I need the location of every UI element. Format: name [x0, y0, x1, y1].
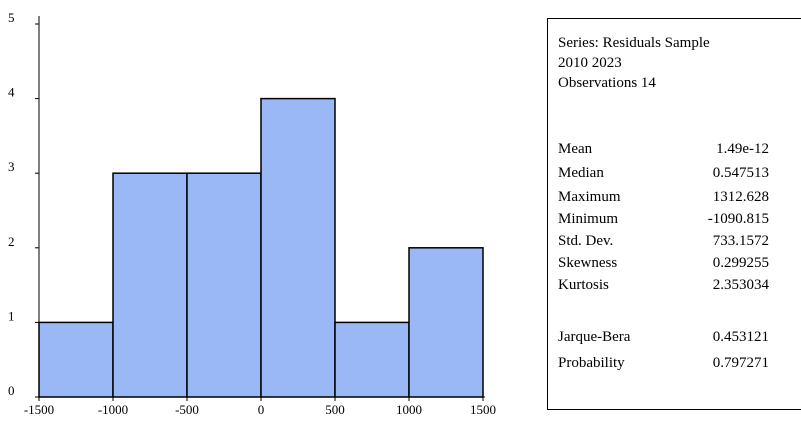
histogram-bar	[186, 172, 262, 398]
stat-value: 0.797271	[712, 355, 769, 371]
y-tick-label: 1	[8, 308, 15, 323]
stat-label: Median	[558, 165, 604, 181]
stat-value: 1312.628	[712, 189, 769, 205]
x-tick-label: 1000	[396, 402, 422, 417]
stat-value: 0.547513	[712, 165, 769, 181]
stat-label: Mean	[558, 141, 593, 157]
y-tick-label: 4	[8, 85, 15, 100]
stat-label: Maximum	[558, 189, 621, 205]
histogram-bar	[38, 321, 114, 398]
y-tick-label: 2	[8, 234, 15, 249]
histogram-bar	[408, 247, 484, 398]
x-tick-label: 500	[325, 402, 345, 417]
stat-value: 733.1572	[712, 233, 769, 249]
y-tick-label: 3	[8, 159, 15, 174]
x-tick-label: 0	[258, 402, 265, 417]
observations-count: Observations 14	[558, 75, 656, 91]
histogram-bar	[260, 97, 336, 398]
stat-value: -1090.815	[707, 211, 769, 227]
sample-range: 2010 2023	[558, 55, 622, 71]
y-tick-label: 0	[8, 383, 15, 398]
x-tick-label: -1000	[98, 402, 128, 417]
stat-value: 2.353034	[712, 277, 769, 293]
stat-value: 1.49e-12	[716, 141, 769, 157]
ticks-group: -1500 -1000 -500 0 500 1000 1500 0 1 2 3 4 5	[8, 10, 496, 417]
histogram-bar	[112, 172, 188, 398]
stat-label: Jarque-Bera	[558, 329, 631, 345]
x-tick-label: 1500	[470, 402, 496, 417]
histogram-bar	[334, 321, 410, 398]
x-tick-label: -1500	[24, 402, 54, 417]
stat-label: Probability	[558, 355, 625, 371]
stat-label: Minimum	[558, 211, 619, 227]
stat-value: 0.453121	[712, 329, 769, 345]
y-tick-label: 5	[8, 10, 15, 25]
stat-value: 0.299255	[712, 255, 769, 271]
bars-group	[38, 97, 484, 398]
x-tick-label: -500	[175, 402, 199, 417]
stat-label: Std. Dev.	[558, 233, 614, 249]
stats-header: Series: Residuals Sample 2010 2023 Obser…	[558, 33, 801, 93]
stat-label: Kurtosis	[558, 277, 609, 293]
stat-label: Skewness	[558, 255, 618, 271]
histogram-chart: -1500 -1000 -500 0 500 1000 1500 0 1 2 3 4 5	[8, 10, 496, 417]
series-label: Series: Residuals Sample	[558, 35, 710, 51]
statistics-panel: Series: Residuals Sample 2010 2023 Obser…	[547, 18, 801, 410]
